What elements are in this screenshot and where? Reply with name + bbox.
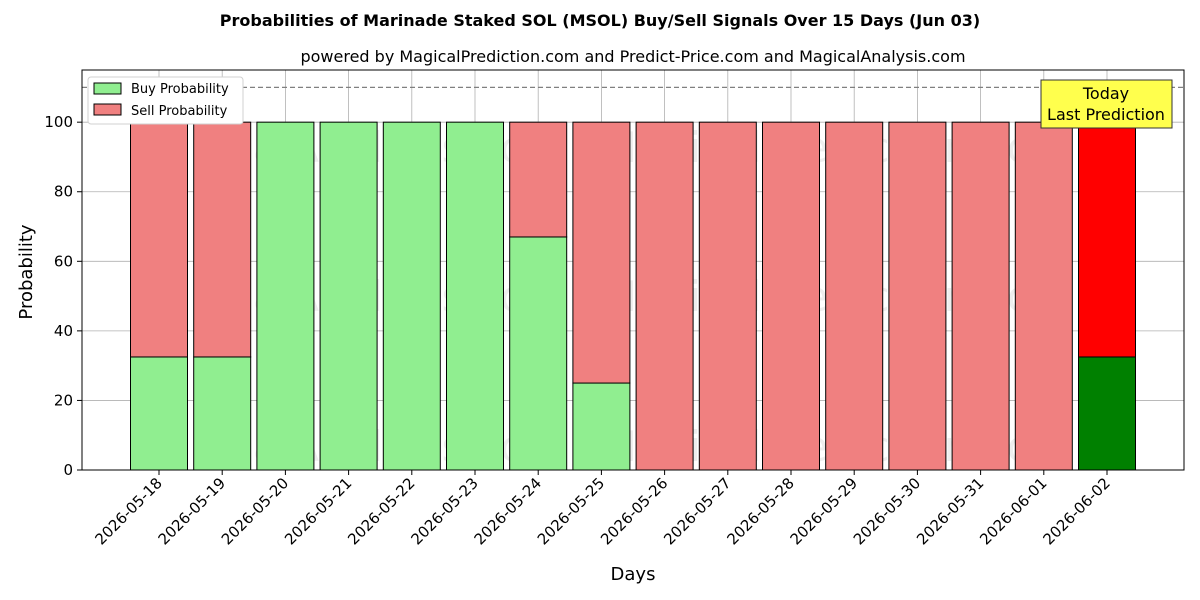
bar-buy-2026-05-18	[130, 356, 188, 471]
bar-buy-2026-05-25	[572, 382, 631, 471]
x-tick-label: 2026-05-26	[597, 474, 671, 548]
x-tick-label: 2026-05-22	[344, 474, 418, 548]
bar-buy-2026-06-02	[1078, 356, 1136, 471]
legend-label-buy: Buy Probability	[131, 82, 229, 97]
x-tick-label: 2026-05-29	[787, 474, 861, 548]
legend: Buy Probability Sell Probability	[87, 76, 244, 125]
y-tick-label: 0	[63, 461, 73, 479]
x-tick-label: 2026-05-18	[91, 474, 165, 548]
plot-frame	[81, 69, 1185, 471]
x-tick-label: 2026-05-25	[534, 474, 608, 548]
y-tick-label: 20	[54, 391, 73, 409]
chart-subtitle: powered by MagicalPrediction.com and Pre…	[300, 47, 965, 66]
y-tick-label: 100	[44, 113, 73, 131]
x-tick-label: 2026-05-23	[407, 474, 481, 548]
bar-buy-2026-05-20	[256, 121, 315, 471]
y-axis-label: Probability	[16, 224, 37, 319]
bar-buy-2026-05-23	[446, 121, 504, 471]
x-tick-label: 2026-06-02	[1039, 474, 1113, 548]
y-tick-label: 80	[54, 183, 73, 201]
bar-buy-2026-05-19	[193, 356, 252, 471]
legend-swatch-sell	[93, 103, 122, 116]
x-tick-label: 2026-05-30	[850, 474, 924, 548]
x-tick-label: 2026-05-21	[281, 474, 355, 548]
today-label: Today	[1082, 84, 1129, 103]
bar-sell-2026-05-19	[193, 121, 252, 358]
chart-title: Probabilities of Marinade Staked SOL (MS…	[220, 11, 980, 30]
bar-sell-2026-05-28	[762, 121, 820, 471]
bars	[130, 121, 1136, 471]
bar-sell-2026-05-25	[572, 121, 631, 384]
legend-frame	[87, 76, 244, 125]
bar-buy-2026-05-22	[382, 121, 441, 471]
bar-sell-2026-06-01	[1014, 121, 1073, 471]
x-tick-label: 2026-05-20	[218, 474, 292, 548]
bar-sell-2026-06-02	[1078, 121, 1136, 358]
bar-sell-2026-05-27	[698, 121, 757, 471]
x-tick-label: 2026-06-01	[976, 474, 1050, 548]
bar-buy-2026-05-24	[509, 236, 568, 471]
bar-buy-2026-05-21	[319, 121, 378, 471]
bar-sell-2026-05-18	[130, 121, 188, 358]
y-tick-label: 60	[54, 252, 73, 270]
x-tick-label: 2026-05-31	[913, 474, 987, 548]
today-annotation: Today Last Prediction	[1040, 79, 1173, 129]
x-axis-label: Days	[611, 564, 656, 585]
x-axis: 2026-05-182026-05-192026-05-202026-05-21…	[91, 470, 1114, 548]
bar-sell-2026-05-31	[951, 121, 1010, 471]
legend-swatch-buy	[93, 82, 122, 95]
x-tick-label: 2026-05-27	[660, 474, 734, 548]
y-tick-label: 40	[54, 322, 73, 340]
legend-label-sell: Sell Probability	[131, 104, 228, 119]
bar-sell-2026-05-24	[509, 121, 568, 238]
bar-sell-2026-05-30	[888, 121, 947, 471]
x-tick-label: 2026-05-19	[155, 474, 229, 548]
y-axis: 0 20 40 60 80 100	[44, 113, 82, 479]
today-box	[1040, 79, 1173, 129]
x-tick-label: 2026-05-28	[723, 474, 797, 548]
last-prediction-label: Last Prediction	[1047, 105, 1165, 124]
x-tick-label: 2026-05-24	[471, 474, 545, 548]
bar-sell-2026-05-29	[825, 121, 884, 471]
bar-sell-2026-05-26	[635, 121, 694, 471]
